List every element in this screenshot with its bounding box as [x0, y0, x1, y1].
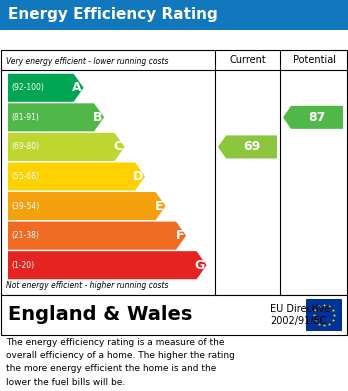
Polygon shape	[8, 163, 145, 190]
Text: (81-91): (81-91)	[11, 113, 39, 122]
Text: F: F	[176, 229, 184, 242]
Polygon shape	[283, 106, 343, 129]
Polygon shape	[8, 192, 166, 220]
Text: England & Wales: England & Wales	[8, 305, 192, 325]
Bar	[1, 295, 347, 335]
Text: (39-54): (39-54)	[11, 202, 39, 211]
Text: Very energy efficient - lower running costs: Very energy efficient - lower running co…	[6, 57, 168, 66]
Polygon shape	[8, 74, 84, 102]
Text: Potential: Potential	[293, 55, 335, 65]
Text: EU Directive: EU Directive	[270, 304, 330, 314]
Text: G: G	[194, 259, 205, 272]
Text: (69-80): (69-80)	[11, 142, 39, 151]
Polygon shape	[8, 222, 186, 250]
Text: (55-68): (55-68)	[11, 172, 39, 181]
Text: 69: 69	[243, 140, 260, 153]
Polygon shape	[8, 251, 207, 279]
Text: 87: 87	[308, 111, 326, 124]
Text: The energy efficiency rating is a measure of the
overall efficiency of a home. T: The energy efficiency rating is a measur…	[6, 338, 235, 387]
Text: Not energy efficient - higher running costs: Not energy efficient - higher running co…	[6, 282, 168, 291]
Polygon shape	[8, 133, 125, 161]
Text: Current: Current	[229, 55, 266, 65]
Bar	[1, 50, 347, 295]
Text: 2002/91/EC: 2002/91/EC	[270, 316, 326, 326]
Polygon shape	[218, 135, 277, 158]
Text: E: E	[155, 199, 164, 213]
Text: B: B	[93, 111, 102, 124]
Bar	[0, 0, 348, 30]
Text: C: C	[113, 140, 122, 153]
Text: (92-100): (92-100)	[11, 83, 44, 92]
Text: Energy Efficiency Rating: Energy Efficiency Rating	[8, 7, 218, 23]
Text: (1-20): (1-20)	[11, 261, 34, 270]
Text: (21-38): (21-38)	[11, 231, 39, 240]
Text: A: A	[72, 81, 81, 94]
Text: D: D	[133, 170, 143, 183]
Polygon shape	[8, 103, 104, 131]
Bar	[306, 299, 342, 331]
